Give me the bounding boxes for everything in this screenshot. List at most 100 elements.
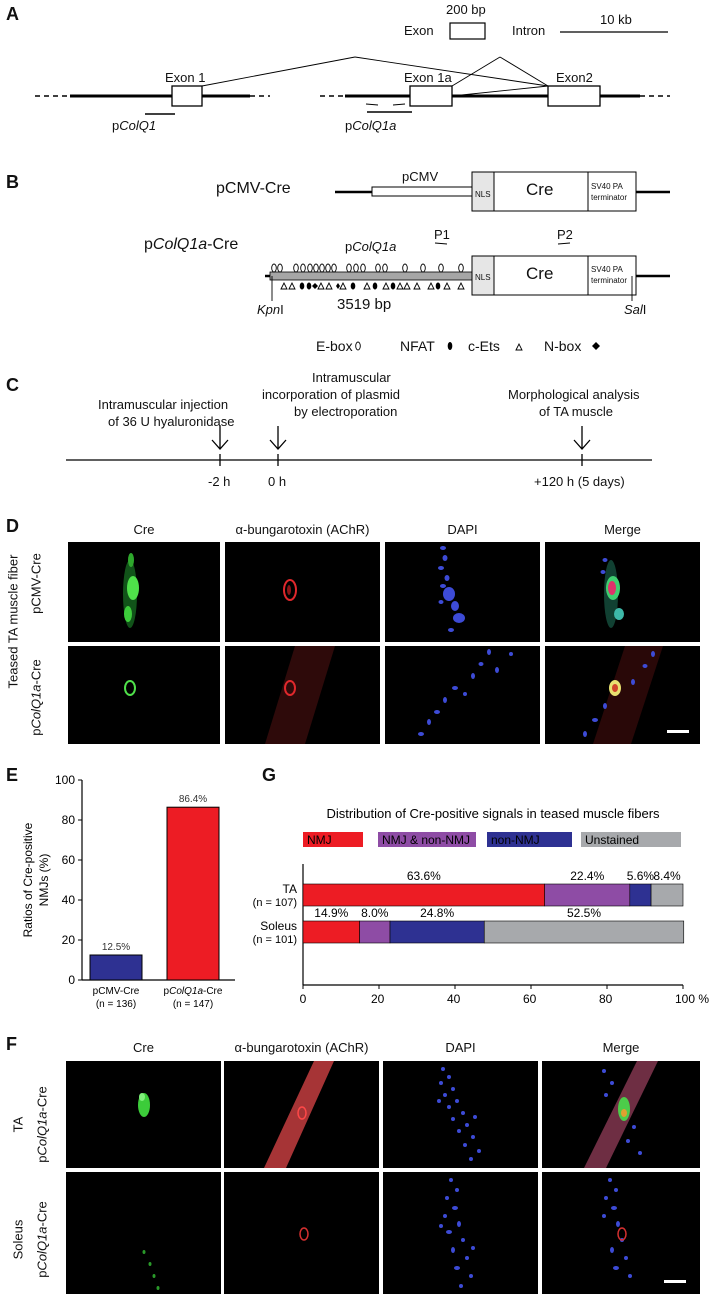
e-y-tick-label: 0 xyxy=(68,973,75,987)
g-segment-label-1-3: 52.5% xyxy=(567,906,601,920)
event2-line1: Intramuscular xyxy=(312,370,391,385)
g-segment-1-1 xyxy=(359,920,391,944)
g-x-tick-label: 60 xyxy=(523,992,537,1006)
exon-scale-label: Exon xyxy=(404,23,434,38)
d-cre-pcmv-image xyxy=(68,542,220,642)
d-row1-label: pCMV-Cre xyxy=(28,553,44,614)
g-segment-label-1-0: 14.9% xyxy=(314,906,348,920)
exon-scale-size: 200 bp xyxy=(446,2,486,17)
promoter-colq1-label: pColQ1 xyxy=(112,118,157,133)
g-row-n-0: (n = 107) xyxy=(253,897,297,909)
g-segment-0-0 xyxy=(302,883,545,907)
exon2-label: Exon2 xyxy=(556,70,593,85)
d-col-bungarotoxin: α-bungarotoxin (AChR) xyxy=(235,522,370,537)
g-legend-swatch-1 xyxy=(378,832,476,847)
g-legend-label-0: NMJ xyxy=(307,833,332,847)
d-merge-pcmv-image xyxy=(545,542,700,642)
kpni-label: KpnI xyxy=(257,302,284,317)
sv40-label-2b: terminator xyxy=(591,276,628,285)
exon-scale-box xyxy=(449,22,486,40)
d-cre-pcolq1a-image xyxy=(68,646,220,744)
e-bar-1 xyxy=(166,806,220,981)
panel-b-letter: B xyxy=(6,172,19,192)
g-x-tick-label: 0 xyxy=(300,992,307,1006)
d-achr-pcolq1a-image xyxy=(225,646,380,744)
g-x-tick-label: 100 % xyxy=(675,992,709,1006)
event3-line1: Morphological analysis xyxy=(508,387,640,402)
g-segment-label-1-2: 24.8% xyxy=(420,906,454,920)
e-bar-value-label: 12.5% xyxy=(102,942,130,953)
event1-line1: Intramuscular injection xyxy=(98,397,229,412)
intron-scale-label: Intron xyxy=(512,23,546,38)
e-category-n: (n = 147) xyxy=(173,999,213,1010)
e-y-tick-label: 40 xyxy=(62,893,76,907)
g-segment-1-3 xyxy=(483,920,685,944)
exon1a-label: Exon 1a xyxy=(404,70,452,85)
legend-nfat: NFAT xyxy=(400,338,435,354)
panel-g-letter: G xyxy=(262,765,277,785)
intron-scale-size: 10 kb xyxy=(600,12,632,27)
e-category-n: (n = 136) xyxy=(96,999,136,1010)
g-legend-swatch-2 xyxy=(487,832,572,847)
f-dapi-soleus-image xyxy=(383,1172,538,1294)
primer-p1-label: P1 xyxy=(434,227,450,242)
g-segment-0-2 xyxy=(629,883,652,907)
g-x-tick-label: 80 xyxy=(599,992,613,1006)
f-dapi-ta-image xyxy=(383,1061,538,1168)
f-merge-ta-image xyxy=(542,1061,700,1168)
g-segment-label-0-0: 63.6% xyxy=(407,869,441,883)
primer-p2-label: P2 xyxy=(557,227,573,242)
e-y-label-line1: Ratios of Cre-positive xyxy=(21,822,35,937)
f-row2-construct: pColQ1a-Cre xyxy=(34,1201,50,1278)
g-segment-0-1 xyxy=(544,883,631,907)
g-segment-0-3 xyxy=(650,883,684,907)
cre-label-1: Cre xyxy=(526,180,554,199)
chart-g-svg: Distribution of Cre-positive signals in … xyxy=(253,806,710,1006)
event2-line3: by electroporation xyxy=(294,404,398,419)
panel-a-letter: A xyxy=(6,4,19,24)
e-y-tick-label: 60 xyxy=(62,853,76,867)
e-y-tick-label: 20 xyxy=(62,933,76,947)
e-y-label-line2: NMJs (%) xyxy=(37,854,51,907)
g-segment-1-0 xyxy=(302,920,360,944)
g-legend-label-3: Unstained xyxy=(585,833,639,847)
sali-label: SalI xyxy=(624,302,647,317)
pcmv-label: pCMV xyxy=(402,169,439,184)
d-side-label: Teased TA muscle fiber xyxy=(5,554,21,689)
g-legend-swatch-0 xyxy=(303,832,363,847)
time-minus2h: -2 h xyxy=(208,474,231,489)
g-row-n-1: (n = 101) xyxy=(253,934,297,946)
e-category-label: pCMV-Cre xyxy=(93,986,140,997)
promoter-pcolq1a-label: pColQ1a xyxy=(345,239,397,254)
e-y-tick-label: 100 xyxy=(55,773,75,787)
g-legend-label-1: NMJ & non-NMJ xyxy=(382,833,470,847)
d-achr-pcmv-image xyxy=(225,542,380,642)
g-segment-label-0-2: 5.6% xyxy=(627,869,655,883)
f-cre-ta-image xyxy=(66,1061,221,1168)
d-col-merge: Merge xyxy=(604,522,641,537)
event1-line2: of 36 U hyaluronidase xyxy=(108,414,235,429)
f-cre-soleus-image xyxy=(66,1172,221,1294)
nls-label-2: NLS xyxy=(475,273,491,282)
e-bar-0 xyxy=(89,954,143,981)
d-col-dapi: DAPI xyxy=(447,522,478,537)
e-category-label: pColQ1a-Cre xyxy=(164,986,223,997)
d-col-cre: Cre xyxy=(133,522,155,537)
legend-ebox: E-box xyxy=(316,338,353,354)
cre-label-2: Cre xyxy=(526,264,554,283)
event3-line2: of TA muscle xyxy=(539,404,613,419)
f-merge-soleus-image xyxy=(542,1172,700,1294)
f-row1-tissue: TA xyxy=(10,1116,26,1133)
panel-f-letter: F xyxy=(6,1034,17,1054)
chart-e-svg: 0 20 40 60 80 100 Ratios of Cre-positive NMJs (… xyxy=(21,773,235,1010)
f-col-dapi: DAPI xyxy=(445,1040,476,1055)
g-x-tick-label: 20 xyxy=(371,992,385,1006)
f-achr-ta-image xyxy=(224,1061,379,1168)
construct-diagram xyxy=(265,171,670,351)
timeline xyxy=(66,426,652,466)
g-legend-swatch-3 xyxy=(581,832,681,847)
construct-pcolq1a-cre-label: pColQ1a-Cre xyxy=(144,236,239,253)
e-bar-value-label: 86.4% xyxy=(179,794,207,805)
d-dapi-pcolq1a-image xyxy=(385,646,540,744)
sv40-label-2a: SV40 PA xyxy=(591,265,623,274)
